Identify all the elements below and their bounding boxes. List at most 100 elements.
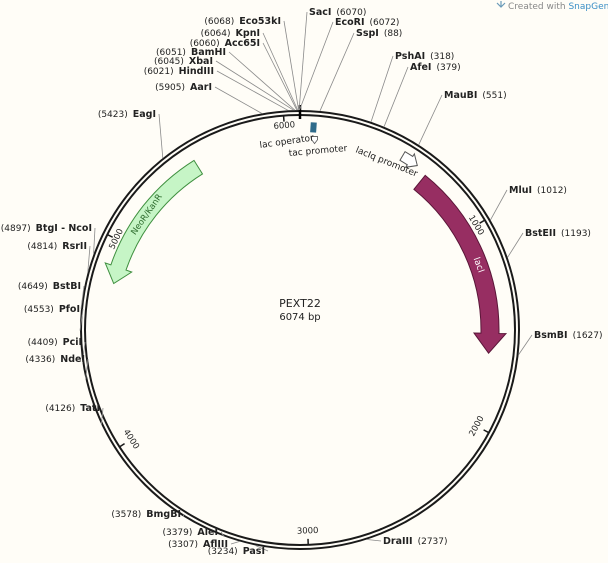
site-position: (4649) (18, 282, 48, 292)
site-position: (1012) (537, 186, 567, 196)
site-name: NdeI (60, 354, 85, 365)
site-name: BamHI (191, 47, 226, 58)
brand: SnapGene (568, 2, 608, 12)
site-position: (3234) (208, 547, 238, 557)
site-position: (3379) (162, 528, 192, 538)
site-position: (4553) (24, 305, 54, 315)
site-position: (88) (384, 29, 402, 39)
feature-lac-operator (310, 122, 317, 133)
site-position: (3578) (111, 510, 141, 520)
site-position: (6060) (190, 39, 220, 49)
logo-icon (496, 1, 506, 8)
site-leader (507, 232, 524, 258)
site-name: BsmBI (534, 330, 568, 341)
site-position: (6068) (204, 17, 234, 27)
site-leader (383, 66, 409, 127)
feature-laciq-promoter (399, 150, 418, 168)
site-position: (318) (430, 52, 454, 62)
site-name: MluI (509, 185, 532, 196)
site-position: (6072) (370, 18, 400, 28)
site-leader (228, 51, 296, 111)
plasmid-name: PEXT22 (279, 297, 321, 310)
site-name: EcoRI (335, 17, 365, 28)
site-position: (6045) (154, 57, 184, 67)
site-leader (298, 11, 308, 111)
site-position: (379) (436, 63, 460, 73)
site-name: PasI (243, 546, 265, 557)
site-leader (367, 539, 382, 542)
site-leader (182, 513, 185, 517)
site-position: (4336) (25, 355, 55, 365)
site-name: BstEII (525, 228, 556, 239)
site-position: (551) (482, 91, 506, 101)
feature-label: lacI (471, 256, 486, 274)
site-name: Eco53kI (239, 16, 281, 27)
ruler-tick (106, 233, 114, 238)
site-leader (262, 32, 299, 111)
site-position: (6070) (336, 8, 366, 18)
site-name: AleI (197, 527, 218, 538)
site-leader (216, 70, 289, 111)
ruler-tick (119, 442, 125, 448)
site-position: (1627) (573, 331, 603, 341)
site-name: XbaI (189, 56, 213, 67)
site-position: (1193) (561, 229, 591, 239)
site-leader (82, 341, 86, 364)
site-position: (4897) (1, 224, 31, 234)
site-name: BstBI (53, 281, 81, 292)
site-leader (214, 86, 262, 114)
ruler-label: 6000 (273, 120, 295, 132)
site-leader (370, 55, 394, 122)
site-name: DraIII (383, 536, 413, 547)
ruler-tick (483, 429, 490, 434)
credit: Created with (508, 2, 566, 12)
site-position: (6064) (201, 29, 231, 39)
site-name: SacI (309, 7, 331, 18)
site-leader (262, 42, 298, 111)
site-name: MauBI (444, 90, 477, 101)
site-leader (100, 407, 104, 425)
site-position: (6021) (144, 67, 174, 77)
site-name: AflIII (203, 539, 228, 550)
site-leader (319, 32, 355, 112)
site-leader (93, 227, 96, 254)
site-position: (6051) (156, 48, 186, 58)
site-leader (87, 245, 91, 272)
site-leader (220, 531, 225, 537)
site-leader (418, 94, 443, 145)
site-position: (4409) (28, 338, 58, 348)
site-position: (4814) (27, 242, 57, 252)
ruler-label: 3000 (297, 526, 319, 537)
site-name: PshAI (395, 51, 425, 62)
site-name: TatI (80, 403, 100, 414)
site-name: HindIII (179, 66, 214, 77)
site-leader (299, 21, 334, 111)
site-position: (2737) (418, 537, 448, 547)
site-position: (5423) (98, 110, 128, 120)
site-name: SspI (356, 28, 379, 39)
feature-laci (413, 174, 508, 354)
site-name: KpnI (236, 28, 260, 39)
feature-tac-promoter (311, 136, 318, 145)
site-leader (215, 60, 294, 111)
site-position: (3307) (168, 540, 198, 550)
site-name: AarI (190, 82, 212, 93)
site-name: BtgI - NcoI (36, 223, 92, 234)
site-leader (158, 113, 164, 159)
site-leader (230, 541, 240, 545)
site-position: (5905) (155, 83, 185, 93)
site-leader (79, 308, 84, 331)
site-name: RsrII (62, 241, 87, 252)
ruler-tick (479, 219, 486, 224)
site-leader (518, 334, 533, 355)
feature-neor (104, 159, 204, 285)
credit-text: Created with SnapGene™ (508, 2, 608, 12)
site-name: AfeI (410, 62, 431, 73)
site-leader (85, 358, 89, 380)
plasmid-size: 6074 bp (279, 312, 320, 323)
site-name: PciI (63, 337, 82, 348)
site-leader (255, 545, 269, 552)
site-name: EagI (133, 109, 156, 120)
